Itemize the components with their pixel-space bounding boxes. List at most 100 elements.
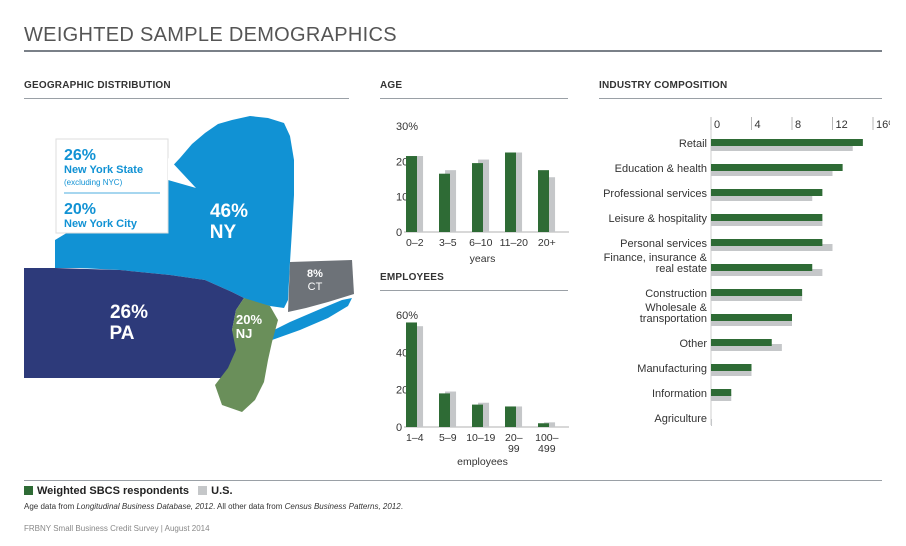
nj-pct: 20% (236, 312, 262, 327)
x-tick-label: 10–19 (466, 432, 495, 444)
category-label: Leisure & hospitality (609, 213, 708, 225)
y-tick-label: 10 (396, 192, 408, 204)
age-heading-rule (380, 98, 568, 99)
source-note: Age data from Longitudinal Business Data… (24, 502, 403, 511)
bar-sbcs (406, 156, 417, 232)
industry-heading: INDUSTRY COMPOSITION (599, 80, 728, 91)
ct-state-shape (288, 260, 354, 312)
note-source-1: Longitudinal Business Database, 2012 (76, 502, 214, 511)
employees-chart: 0 20 40 60% 1–4 5–9 10–19 20–99 100–499 employees (396, 310, 569, 468)
callout1-pct: 26% (64, 147, 96, 164)
bar-us (511, 152, 523, 232)
bar-sbcs (711, 264, 813, 271)
employees-heading-rule (380, 290, 568, 291)
bar-sbcs (472, 404, 483, 427)
category-label: Manufacturing (637, 363, 707, 375)
legend-swatch-us (198, 486, 208, 495)
bar-sbcs (538, 423, 549, 427)
y-tick-label: 20 (396, 156, 408, 168)
bar-sbcs (711, 164, 843, 171)
x-tick-label: 11–20 (500, 237, 529, 249)
bar-sbcs (439, 173, 450, 232)
bar-us (544, 177, 556, 232)
x-tick-label: 0–2 (406, 237, 424, 249)
y-tick-label: 40 (396, 347, 408, 359)
pa-pct: 26% (110, 302, 148, 323)
category-label: Professional services (603, 188, 707, 200)
x-tick-label: 99 (508, 443, 520, 455)
y-tick-label: 20 (396, 385, 408, 397)
bar-sbcs (711, 364, 752, 371)
y-tick-label: 0 (396, 422, 402, 434)
bar-sbcs (711, 189, 823, 196)
bar-sbcs (505, 406, 516, 427)
industry-heading-rule (599, 98, 882, 99)
bar-us (412, 326, 424, 427)
x-tick-label: 0 (714, 119, 720, 131)
ny-pct: 46% (210, 201, 248, 222)
x-tick-label: 6–10 (469, 237, 493, 249)
bar-us (445, 170, 457, 232)
ny-label: NY (210, 222, 237, 243)
employees-heading: EMPLOYEES (380, 272, 445, 283)
category-label: Personal services (620, 238, 707, 250)
bar-us (711, 294, 803, 301)
category-label: transportation (640, 313, 707, 325)
bar-us (711, 144, 853, 151)
x-tick-label: 5–9 (439, 432, 457, 444)
bar-sbcs (538, 170, 549, 232)
category-label: real estate (656, 263, 707, 275)
bar-sbcs (711, 214, 823, 221)
legend: Weighted SBCS respondents U.S. (24, 485, 233, 497)
bar-sbcs (505, 152, 516, 232)
x-tick-label: 4 (755, 119, 761, 131)
nj-state-shape (215, 298, 278, 412)
industry-chart: 0 4 8 12 16% Retail Education & health Professi… (603, 117, 890, 426)
category-label: Construction (645, 288, 707, 300)
bar-us (711, 194, 813, 201)
note-source-2: Census Business Patterns, 2012 (284, 502, 401, 511)
bar-us (711, 344, 782, 351)
callout2-label: New York City (64, 218, 138, 230)
bar-us (711, 244, 833, 251)
bar-us (711, 319, 792, 326)
bar-sbcs (472, 163, 483, 232)
category-label: Retail (679, 138, 707, 150)
y-tick-label: 60% (396, 310, 418, 322)
bar-us (445, 391, 457, 427)
bar-sbcs (711, 389, 732, 396)
x-tick-label: 8 (795, 119, 801, 131)
category-label: Finance, insurance & (604, 252, 708, 264)
geo-heading-rule (24, 98, 349, 99)
bar-us (711, 419, 713, 426)
pa-label: PA (110, 323, 135, 344)
ct-label: CT (308, 281, 323, 293)
bar-us (711, 394, 732, 401)
legend-label-sbcs: Weighted SBCS respondents (37, 485, 189, 497)
bar-us (711, 219, 823, 226)
bar-us (711, 269, 823, 276)
x-axis-label: employees (457, 456, 508, 468)
category-label: Agriculture (654, 413, 707, 425)
callout1-label: New York State (64, 164, 143, 176)
credit-line: FRBNY Small Business Credit Survey | Aug… (24, 524, 210, 533)
age-heading: AGE (380, 80, 403, 91)
page-title: WEIGHTED SAMPLE DEMOGRAPHICS (24, 24, 397, 46)
bar-sbcs (711, 339, 772, 346)
note-mid: . All other data from (213, 502, 285, 511)
bar-sbcs (711, 289, 803, 296)
geo-heading: GEOGRAPHIC DISTRIBUTION (24, 80, 171, 91)
x-tick-label: 12 (836, 119, 848, 131)
category-label: Wholesale & (645, 302, 707, 314)
age-chart: 0 10 20 30% 0–2 3–5 6–10 11–20 20+ years (396, 121, 569, 265)
bar-sbcs (711, 139, 863, 146)
bar-us (412, 156, 424, 232)
x-axis-label: years (470, 253, 496, 265)
bar-us (478, 159, 490, 232)
note-end: . (400, 502, 403, 511)
bar-us (478, 402, 490, 427)
region-map: 46% NY 26% PA 20% NJ 8% CT 26% New York … (24, 116, 354, 412)
category-label: Other (679, 338, 707, 350)
x-tick-label: 3–5 (439, 237, 457, 249)
legend-swatch-sbcs (24, 486, 33, 495)
